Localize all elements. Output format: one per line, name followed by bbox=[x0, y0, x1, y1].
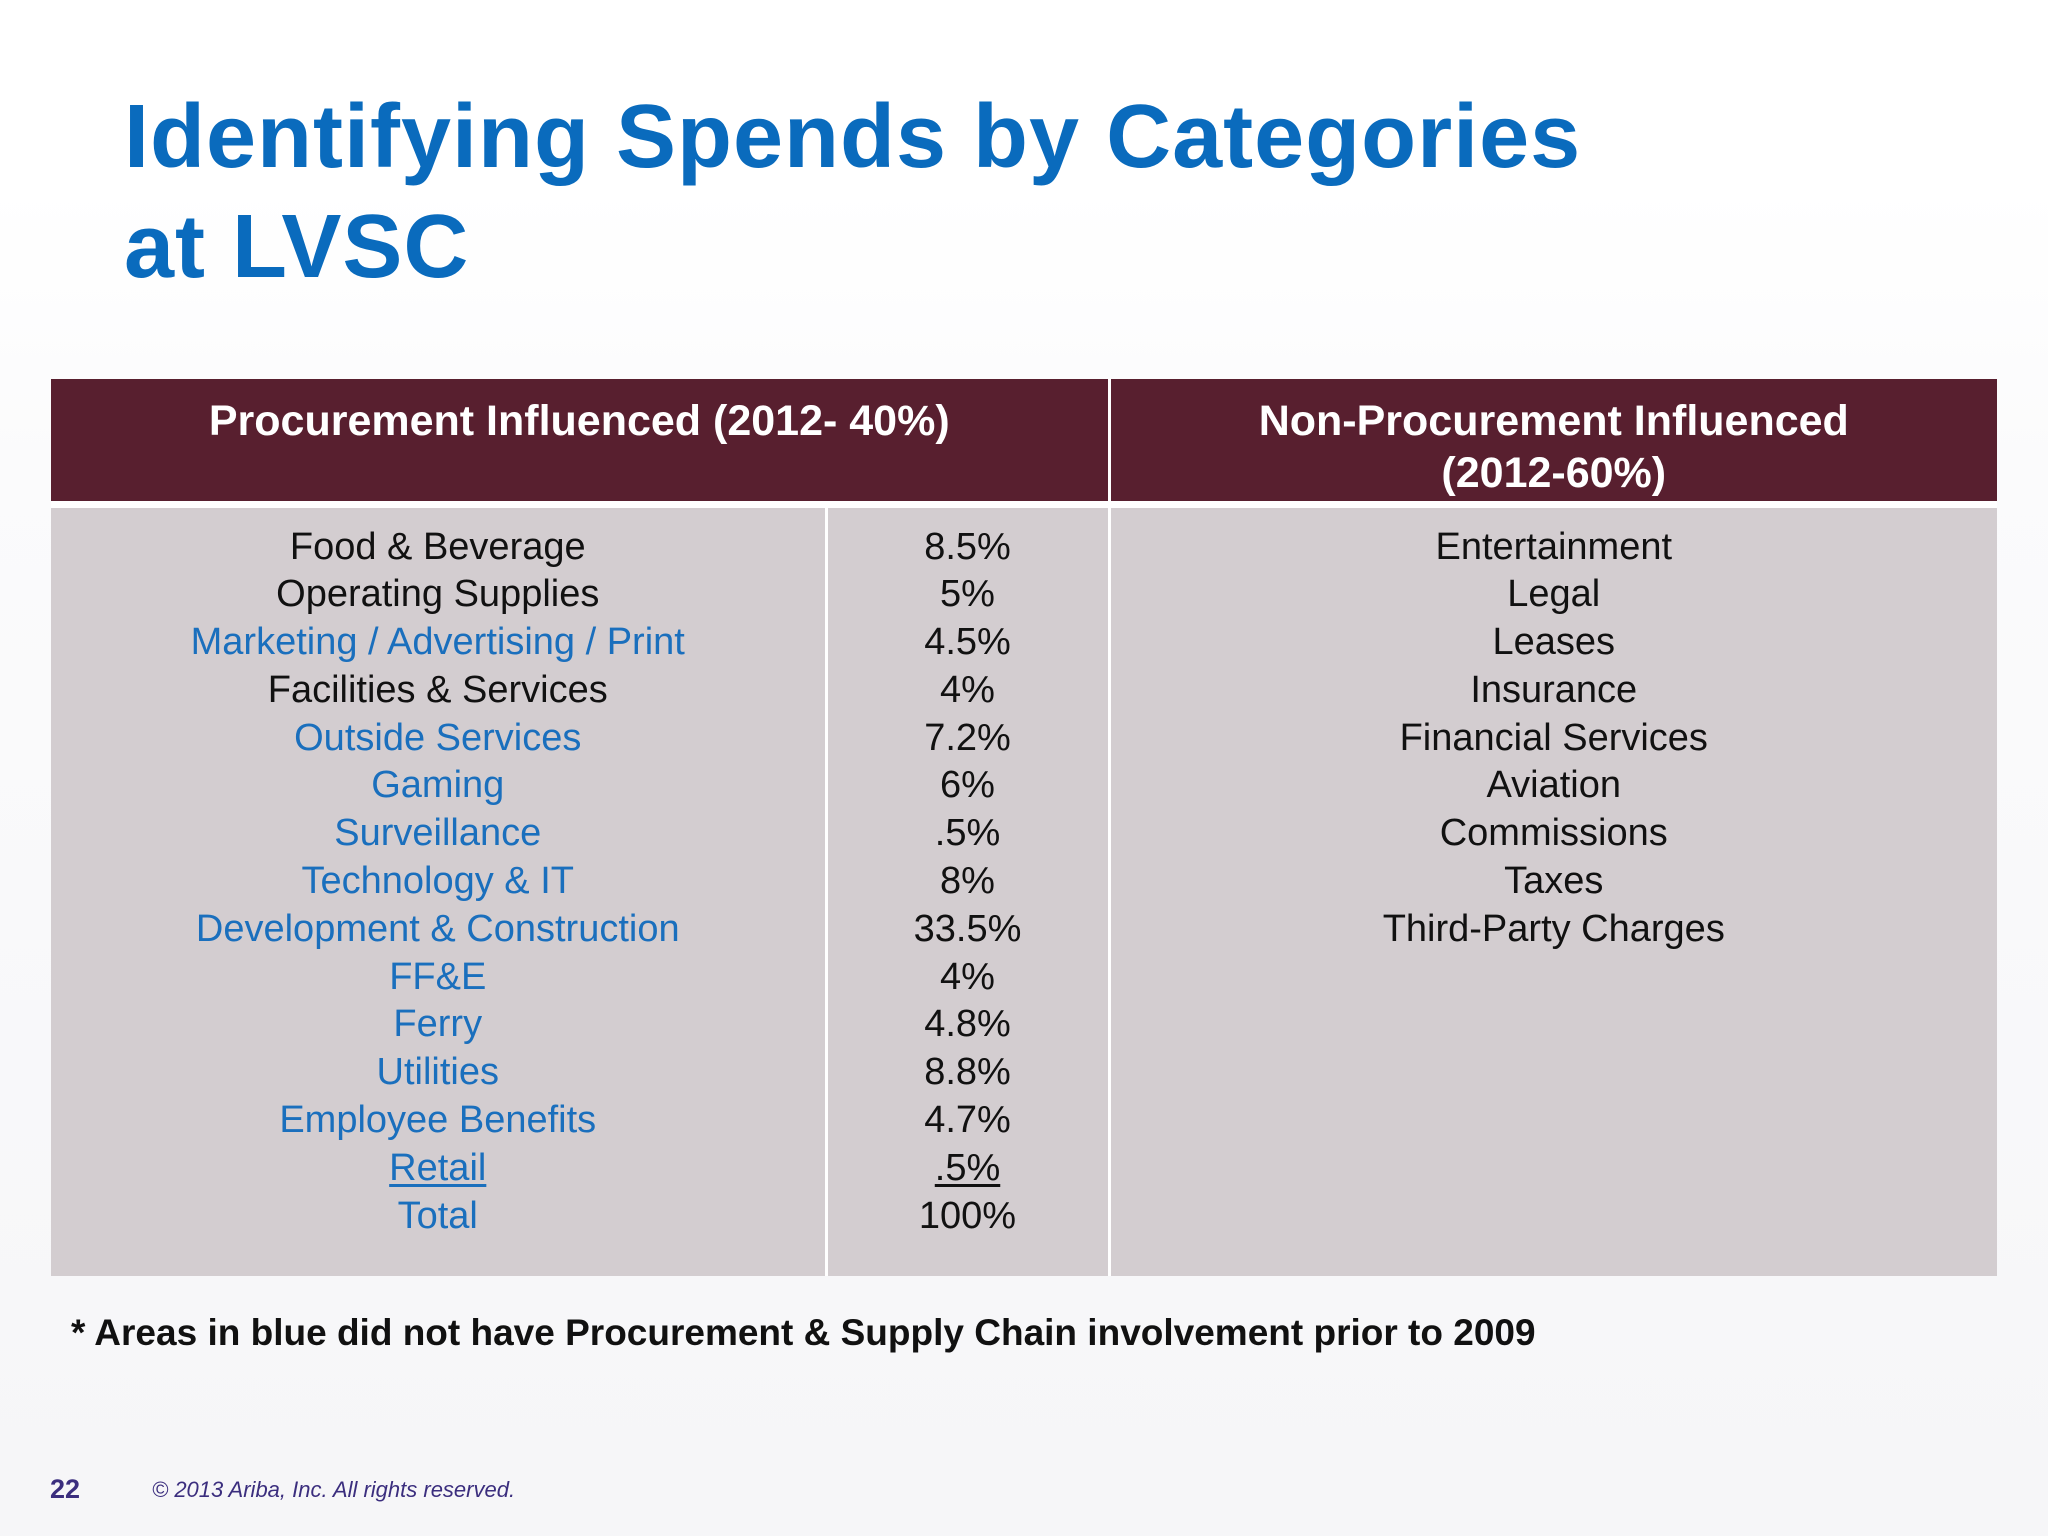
non-procurement-influenced-header: Non-Procurement Influenced (2012-60%) bbox=[1109, 379, 1998, 508]
category-percent: 5% bbox=[829, 571, 1107, 619]
category-label-text: Outside Services bbox=[294, 716, 582, 759]
footnote: * Areas in blue did not have Procurement… bbox=[71, 1312, 1536, 1353]
category-label-text: Ferry bbox=[393, 1003, 483, 1046]
non-procurement-category-column: Entertainment Legal Leases Insurance Financi… bbox=[1109, 504, 1998, 1276]
category-percent-text: .5% bbox=[934, 1146, 1001, 1189]
category-label-text: Retail bbox=[389, 1146, 487, 1189]
category-label-text: FF&E bbox=[389, 955, 487, 998]
category-label-text: Operating Supplies bbox=[276, 573, 600, 616]
category-percent-text: .5% bbox=[934, 812, 1001, 855]
category-percent-text: 4.7% bbox=[924, 1099, 1011, 1142]
non-procurement-category: Insurance bbox=[1470, 668, 1638, 711]
slide-title: Identifying Spends by Categories at LVSC bbox=[124, 82, 1974, 302]
category-percent: 33.5% bbox=[829, 906, 1107, 954]
non-procurement-header-line-1: Non-Procurement Influenced bbox=[1258, 397, 1849, 445]
category-percent: 8.5% bbox=[829, 524, 1107, 572]
category-label: Employee Benefits bbox=[52, 1097, 824, 1145]
non-procurement-category: Taxes bbox=[1504, 860, 1604, 903]
category-percent-text: 5% bbox=[940, 573, 995, 616]
slide-title-line-1: Identifying Spends by Categories bbox=[124, 87, 1582, 187]
category-label-text: Surveillance bbox=[334, 812, 542, 855]
category-label-text: Food & Beverage bbox=[289, 525, 586, 568]
category-label: Outside Services bbox=[52, 715, 824, 763]
category-percent-text: 8.5% bbox=[924, 525, 1011, 568]
procurement-category-column: Food & Beverage Operating Supplies Marketi… bbox=[51, 504, 828, 1276]
non-procurement-category: Financial Services bbox=[1399, 716, 1708, 759]
category-percent-text: 6% bbox=[940, 764, 995, 807]
category-percent: 4.8% bbox=[829, 1001, 1107, 1049]
table-body-row: Food & Beverage Operating Supplies Marketi… bbox=[51, 504, 1998, 1276]
category-percent-text: 8% bbox=[940, 860, 995, 903]
category-percent: 100% bbox=[829, 1193, 1107, 1241]
category-label: FF&E bbox=[52, 954, 824, 1002]
category-percent: 8% bbox=[829, 858, 1107, 906]
procurement-percent-column: 8.5% 5% 4.5% 4% 7.2% 6% .5% 8% 33.5% 4% 4.8% 8.8% 4.… bbox=[826, 504, 1111, 1276]
category-label: Gaming bbox=[52, 762, 824, 810]
category-label-text: Utilities bbox=[376, 1051, 499, 1094]
category-percent: .5% bbox=[829, 1145, 1107, 1193]
category-label-text: Employee Benefits bbox=[279, 1099, 597, 1142]
category-label-text: Marketing / Advertising / Print bbox=[190, 621, 685, 664]
category-label-text: Development & Construction bbox=[195, 907, 680, 950]
spend-categories-table: Procurement Influenced (2012- 40%) Non-P… bbox=[51, 379, 1998, 1276]
category-percent-text: 8.8% bbox=[924, 1051, 1011, 1094]
non-procurement-category: Leases bbox=[1492, 621, 1616, 664]
category-percent: 8.8% bbox=[829, 1049, 1107, 1097]
category-percent-text: 4.5% bbox=[924, 621, 1011, 664]
category-label-text: Gaming bbox=[371, 764, 505, 807]
category-percent: 7.2% bbox=[829, 715, 1107, 763]
category-label: Technology & IT bbox=[52, 858, 824, 906]
non-procurement-category: Legal bbox=[1507, 573, 1601, 616]
category-label-text: Technology & IT bbox=[301, 860, 574, 903]
category-label: Total bbox=[52, 1193, 824, 1241]
category-label: Retail bbox=[52, 1145, 824, 1193]
category-label: Facilities & Services bbox=[52, 667, 824, 715]
category-percent: 4.5% bbox=[829, 619, 1107, 667]
category-percent: 4.7% bbox=[829, 1097, 1107, 1145]
category-percent: .5% bbox=[829, 810, 1107, 858]
category-percent: 4% bbox=[829, 954, 1107, 1002]
table-header-row: Procurement Influenced (2012- 40%) Non-P… bbox=[51, 379, 1998, 508]
category-label: Food & Beverage bbox=[52, 524, 824, 572]
category-percent-text: 4.8% bbox=[924, 1003, 1011, 1046]
page-number: 22 bbox=[50, 1474, 81, 1504]
category-percent-text: 7.2% bbox=[924, 716, 1011, 759]
non-procurement-category: Third-Party Charges bbox=[1382, 907, 1725, 950]
category-label: Utilities bbox=[52, 1049, 824, 1097]
copyright-notice: © 2013 Ariba, Inc. All rights reserved. bbox=[152, 1477, 516, 1502]
category-percent-text: 4% bbox=[940, 668, 995, 711]
category-percent-text: 4% bbox=[940, 955, 995, 998]
category-percent: 4% bbox=[829, 667, 1107, 715]
category-percent-text: 33.5% bbox=[913, 907, 1022, 950]
category-label: Surveillance bbox=[52, 810, 824, 858]
procurement-influenced-header: Procurement Influenced (2012- 40%) bbox=[51, 379, 1111, 508]
category-label-text: Total bbox=[397, 1194, 478, 1237]
slide-title-line-2: at LVSC bbox=[124, 197, 470, 297]
category-label: Ferry bbox=[52, 1001, 824, 1049]
non-procurement-header-line-2: (2012-60%) bbox=[1441, 449, 1667, 497]
category-label: Development & Construction bbox=[52, 906, 824, 954]
non-procurement-category: Entertainment bbox=[1435, 525, 1673, 568]
non-procurement-category: Commissions bbox=[1439, 812, 1668, 855]
category-percent-text: 100% bbox=[918, 1194, 1017, 1237]
non-procurement-category: Aviation bbox=[1486, 764, 1622, 807]
category-percent: 6% bbox=[829, 762, 1107, 810]
procurement-influenced-header-text: Procurement Influenced (2012- 40%) bbox=[208, 397, 950, 445]
category-label-text: Facilities & Services bbox=[267, 668, 608, 711]
category-label: Marketing / Advertising / Print bbox=[52, 619, 824, 667]
category-label: Operating Supplies bbox=[52, 571, 824, 619]
